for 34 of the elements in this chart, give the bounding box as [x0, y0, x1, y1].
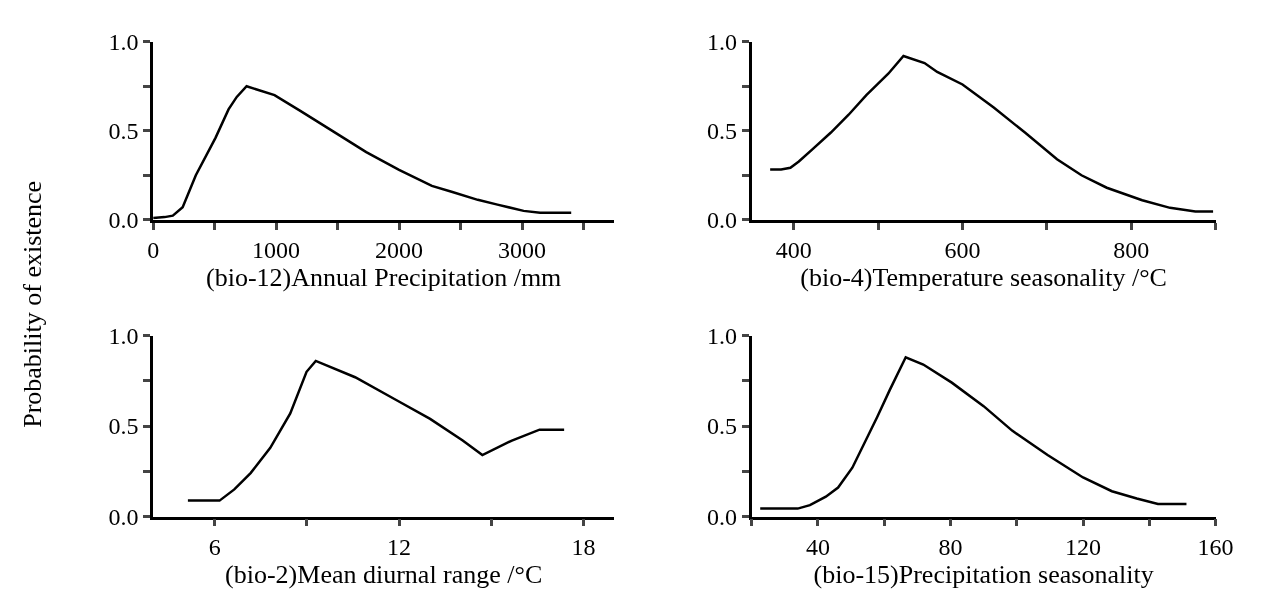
x-tick-label: 400	[775, 237, 812, 264]
y-tick-label: 0.0	[707, 207, 738, 234]
x-axis-title: (bio-15)Precipitation seasonality	[813, 560, 1154, 590]
x-tick-label: 120	[1065, 534, 1102, 561]
x-tick-label: 160	[1197, 534, 1234, 561]
y-tick-label: 0.5	[707, 118, 738, 145]
y-tick-label: 1.0	[108, 323, 139, 350]
x-tick-label: 80	[938, 534, 963, 561]
line-series	[186, 359, 566, 502]
x-tick-label: 2000	[375, 237, 424, 264]
line-series	[768, 54, 1215, 213]
line-series	[758, 356, 1188, 510]
x-axis-title: (bio-2)Mean diurnal range /°C	[225, 560, 543, 590]
y-tick-label: 0.0	[707, 503, 738, 530]
y-tick-label: 0.0	[108, 503, 139, 530]
y-tick-label: 0.5	[707, 413, 738, 440]
y-tick-label: 0.0	[108, 207, 139, 234]
x-tick-label: 40	[805, 534, 830, 561]
y-tick-label: 1.0	[707, 323, 738, 350]
x-tick-label: 3000	[498, 237, 547, 264]
y-tick-label: 1.0	[108, 29, 139, 56]
y-axis-title: Probability of existence	[17, 180, 47, 428]
x-tick-label: 6	[208, 534, 221, 561]
y-tick-label: 1.0	[707, 29, 738, 56]
x-tick-label: 1000	[252, 237, 301, 264]
y-tick-label: 0.5	[108, 118, 139, 145]
x-axis-title: (bio-12)Annual Precipitation /mm	[206, 263, 562, 293]
x-tick-label: 0	[147, 237, 160, 264]
y-tick-label: 0.5	[108, 413, 139, 440]
x-tick-label: 12	[387, 534, 412, 561]
x-tick-label: 600	[944, 237, 981, 264]
x-axis-title: (bio-4)Temperature seasonality /°C	[800, 263, 1167, 293]
x-tick-label: 18	[571, 534, 596, 561]
x-tick-label: 800	[1113, 237, 1150, 264]
